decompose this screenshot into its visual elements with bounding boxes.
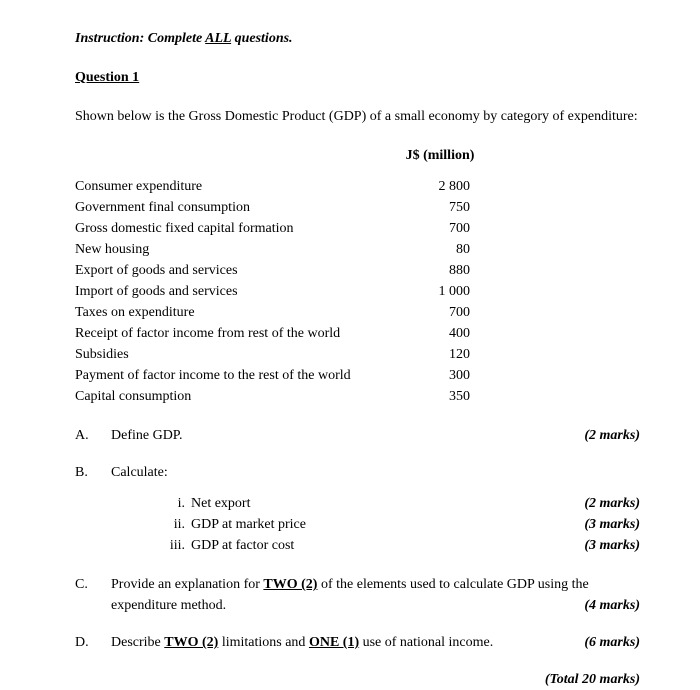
part-c-body: Provide an explanation for TWO (2) of th… — [111, 574, 640, 616]
part-d-pre: Describe — [111, 635, 164, 650]
sub-item: i.Net export(2 marks) — [161, 493, 640, 514]
part-c-line1-bold: TWO (2) — [263, 577, 317, 592]
part-d-bold1: TWO (2) — [164, 635, 218, 650]
part-b-body: Calculate: i.Net export(2 marks)ii.GDP a… — [111, 462, 640, 556]
table-row-value: 350 — [395, 386, 485, 407]
table-row-label: Consumer expenditure — [75, 176, 395, 197]
table-row: Government final consumption750 — [75, 197, 640, 218]
table-row-label: Capital consumption — [75, 386, 395, 407]
table-row-value: 750 — [395, 197, 485, 218]
table-row-label: Receipt of factor income from rest of th… — [75, 323, 395, 344]
part-a-text: Define GDP. — [111, 425, 550, 446]
sub-item-marks: (2 marks) — [550, 493, 640, 514]
part-c-marks: (4 marks) — [584, 595, 640, 616]
table-row-label: Gross domestic fixed capital formation — [75, 218, 395, 239]
part-b-letter: B. — [75, 462, 111, 483]
table-row-label: New housing — [75, 239, 395, 260]
total-marks: (Total 20 marks) — [75, 669, 640, 690]
sub-item-num: iii. — [161, 535, 191, 556]
sub-item-marks: (3 marks) — [550, 514, 640, 535]
sub-item-num: i. — [161, 493, 191, 514]
part-b: B. Calculate: i.Net export(2 marks)ii.GD… — [75, 462, 640, 556]
table-row-value: 400 — [395, 323, 485, 344]
table-row-label: Government final consumption — [75, 197, 395, 218]
table-header-row: J$ (million) — [75, 145, 640, 166]
sub-item: ii.GDP at market price(3 marks) — [161, 514, 640, 535]
part-c-line2-text: expenditure method. — [111, 595, 226, 616]
table-row-label: Subsidies — [75, 344, 395, 365]
part-d-bold2: ONE (1) — [309, 635, 359, 650]
sub-item-num: ii. — [161, 514, 191, 535]
gdp-table: J$ (million) Consumer expenditure2 800Go… — [75, 145, 640, 407]
instruction-underlined: ALL — [205, 31, 231, 46]
table-row: Taxes on expenditure700 — [75, 302, 640, 323]
part-d: D. Describe TWO (2) limitations and ONE … — [75, 632, 640, 653]
part-b-text: Calculate: — [111, 462, 640, 483]
table-row-label: Taxes on expenditure — [75, 302, 395, 323]
intro-text: Shown below is the Gross Domestic Produc… — [75, 106, 640, 127]
table-row: New housing80 — [75, 239, 640, 260]
part-d-marks: (6 marks) — [584, 632, 640, 653]
table-row-value: 120 — [395, 344, 485, 365]
table-header-value: J$ (million) — [395, 145, 485, 166]
part-a: A. Define GDP. (2 marks) — [75, 425, 640, 446]
sub-item-marks: (3 marks) — [550, 535, 640, 556]
instruction-suffix: questions. — [231, 31, 292, 46]
part-c-line2-row: expenditure method. (4 marks) — [111, 595, 640, 616]
table-header-spacer — [75, 145, 395, 166]
part-b-sublist: i.Net export(2 marks)ii.GDP at market pr… — [161, 493, 640, 556]
part-d-mid: limitations and — [218, 635, 309, 650]
instruction-line: Instruction: Complete ALL questions. — [75, 28, 640, 49]
question-parts: A. Define GDP. (2 marks) B. Calculate: i… — [75, 425, 640, 653]
part-c-line1-pre: Provide an explanation for — [111, 577, 263, 592]
table-row-label: Export of goods and services — [75, 260, 395, 281]
table-row-value: 1 000 — [395, 281, 485, 302]
part-c: C. Provide an explanation for TWO (2) of… — [75, 574, 640, 616]
part-d-text: Describe TWO (2) limitations and ONE (1)… — [111, 632, 493, 653]
part-c-line1: Provide an explanation for TWO (2) of th… — [111, 574, 640, 595]
table-row: Capital consumption350 — [75, 386, 640, 407]
table-row: Gross domestic fixed capital formation70… — [75, 218, 640, 239]
table-row-label: Import of goods and services — [75, 281, 395, 302]
sub-item-text: Net export — [191, 493, 550, 514]
part-c-letter: C. — [75, 574, 111, 595]
table-row-value: 880 — [395, 260, 485, 281]
table-row-label: Payment of factor income to the rest of … — [75, 365, 395, 386]
table-row-value: 80 — [395, 239, 485, 260]
part-a-marks: (2 marks) — [550, 425, 640, 446]
table-row: Export of goods and services880 — [75, 260, 640, 281]
part-d-letter: D. — [75, 632, 111, 653]
sub-item: iii.GDP at factor cost(3 marks) — [161, 535, 640, 556]
part-d-post: use of national income. — [359, 635, 493, 650]
table-row: Payment of factor income to the rest of … — [75, 365, 640, 386]
sub-item-text: GDP at factor cost — [191, 535, 550, 556]
table-row: Subsidies120 — [75, 344, 640, 365]
table-row: Receipt of factor income from rest of th… — [75, 323, 640, 344]
part-a-letter: A. — [75, 425, 111, 446]
table-row-value: 700 — [395, 302, 485, 323]
question-heading: Question 1 — [75, 67, 640, 88]
instruction-prefix: Instruction: Complete — [75, 31, 205, 46]
table-body: Consumer expenditure2 800Government fina… — [75, 176, 640, 407]
table-row-value: 700 — [395, 218, 485, 239]
table-row: Consumer expenditure2 800 — [75, 176, 640, 197]
part-d-body: Describe TWO (2) limitations and ONE (1)… — [111, 632, 640, 653]
sub-item-text: GDP at market price — [191, 514, 550, 535]
table-row-value: 300 — [395, 365, 485, 386]
table-row: Import of goods and services1 000 — [75, 281, 640, 302]
part-c-line1-post: of the elements used to calculate GDP us… — [317, 577, 588, 592]
table-row-value: 2 800 — [395, 176, 485, 197]
